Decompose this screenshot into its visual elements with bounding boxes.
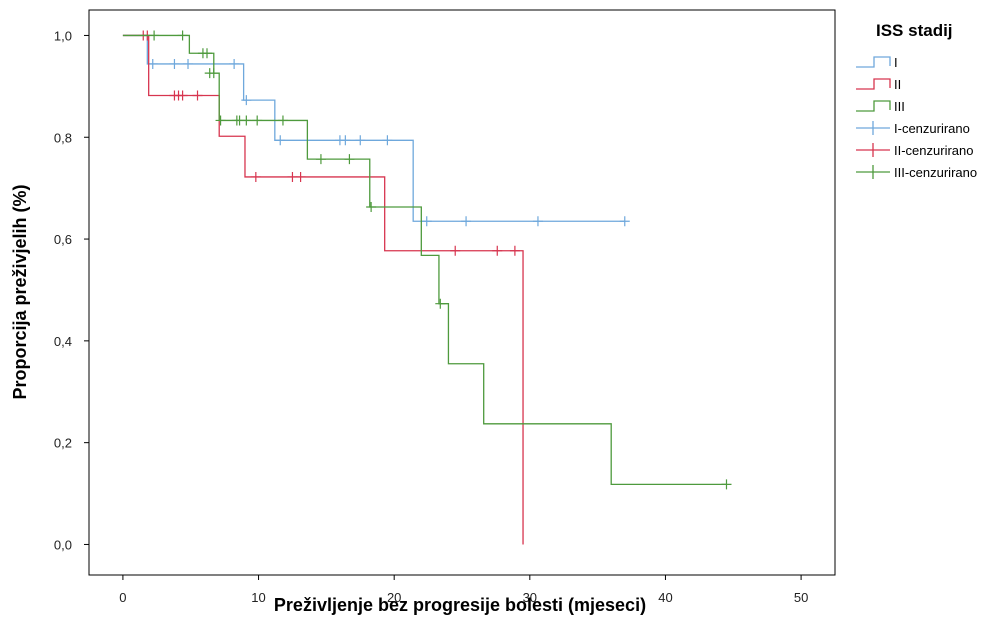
censor-mark-I [275, 135, 286, 146]
x-axis-title: Preživljenje bez progresije bolesti (mje… [274, 595, 646, 615]
y-tick-label: 0,8 [54, 130, 72, 145]
y-tick-label: 1,0 [54, 28, 72, 43]
legend-line-icon [856, 78, 891, 90]
legend-censor-icon [856, 143, 890, 157]
x-tick-label: 10 [251, 590, 265, 605]
censor-mark-III [241, 115, 252, 126]
censor-mark-I [532, 216, 543, 227]
x-tick-label: 40 [658, 590, 672, 605]
censor-mark-III [721, 479, 732, 490]
legend-censor-icon [856, 165, 890, 179]
legend-censor-icon [856, 121, 890, 135]
censor-mark-I [355, 135, 366, 146]
censor-mark-II [492, 245, 503, 256]
plot-area [88, 9, 836, 576]
legend-item-label: III [894, 99, 905, 114]
y-tick-label: 0,4 [54, 334, 72, 349]
censor-mark-I [183, 58, 194, 69]
y-axis: 0,0 0,2 0,4 0,6 0,8 1,0 [54, 28, 89, 552]
series-line-II [122, 34, 524, 545]
censor-mark-I [421, 216, 432, 227]
series-layer [122, 30, 732, 545]
legend-item-label: II-cenzurirano [894, 143, 973, 158]
censor-mark-III [277, 115, 288, 126]
censor-mark-III [366, 201, 377, 212]
legend-title: ISS stadij [876, 21, 953, 40]
x-tick-label: 50 [794, 590, 808, 605]
censor-mark-II [295, 171, 306, 182]
censor-mark-I [241, 95, 252, 106]
censor-mark-I [619, 216, 630, 227]
series-line-I [122, 34, 625, 222]
legend-item-label: II [894, 77, 901, 92]
censor-mark-III [252, 115, 263, 126]
legend-line-icon [856, 100, 891, 112]
censor-mark-I [340, 135, 351, 146]
censor-mark-III [208, 68, 219, 79]
censor-mark-II [450, 245, 461, 256]
x-tick-label: 0 [119, 590, 126, 605]
censor-mark-I [382, 135, 393, 146]
x-axis: 0 10 20 30 40 50 [119, 575, 808, 605]
y-tick-label: 0,2 [54, 436, 72, 451]
censor-mark-II [250, 171, 261, 182]
censor-mark-III [177, 30, 188, 41]
censor-mark-I [461, 216, 472, 227]
x-tick-label: 30 [523, 590, 537, 605]
censor-mark-III [149, 30, 160, 41]
censor-mark-II [509, 245, 520, 256]
censor-mark-I [147, 58, 158, 69]
censor-mark-II [177, 90, 188, 101]
legend-line-icon [856, 56, 891, 68]
censor-mark-I [169, 58, 180, 69]
legend: ISS stadij IIIIIII-cenzuriranoII-cenzuri… [856, 21, 977, 180]
censor-mark-III [344, 154, 355, 165]
y-tick-label: 0,0 [54, 537, 72, 552]
censor-mark-III [315, 154, 326, 165]
x-tick-label: 20 [387, 590, 401, 605]
censor-mark-I [229, 58, 240, 69]
censor-mark-II [192, 90, 203, 101]
censor-mark-III [215, 115, 226, 126]
legend-item-label: I [894, 55, 898, 70]
y-axis-title: Proporcija preživjelih (%) [10, 184, 30, 399]
series-line-III [122, 34, 727, 486]
y-tick-label: 0,6 [54, 232, 72, 247]
censor-mark-III [202, 48, 213, 59]
censor-mark-III [435, 298, 446, 309]
legend-item-label: III-cenzurirano [894, 165, 977, 180]
legend-item-label: I-cenzurirano [894, 121, 970, 136]
